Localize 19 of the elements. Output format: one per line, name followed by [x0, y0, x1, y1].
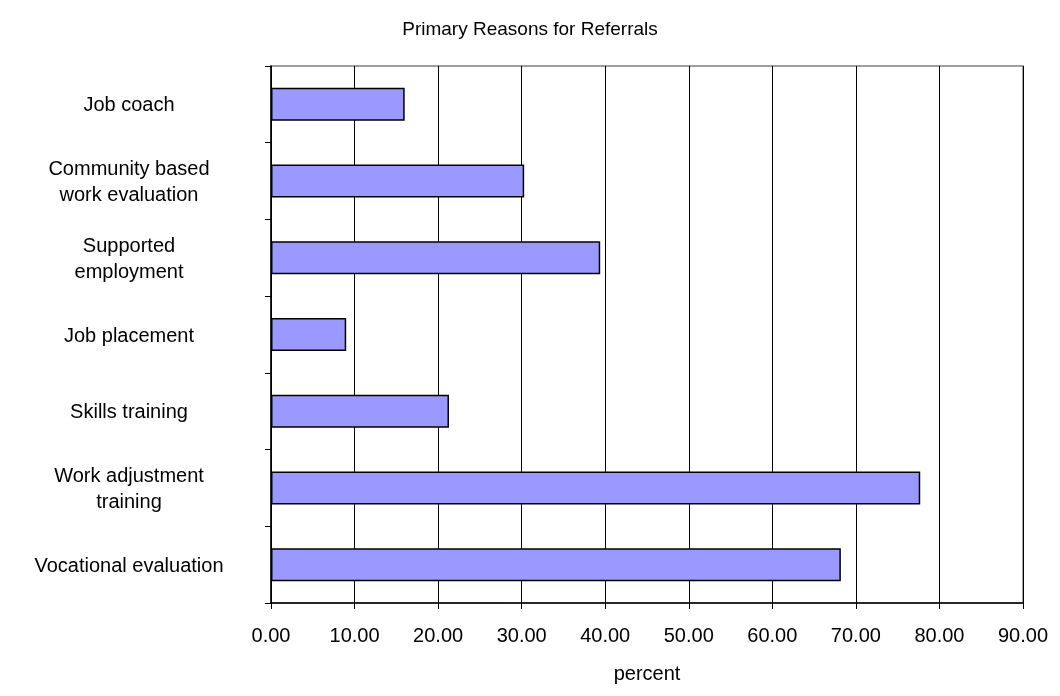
x-tick-label: 0.00 — [251, 624, 291, 646]
y-tick-label: Work adjustment training — [54, 463, 205, 512]
x-tick-label: 20.00 — [413, 624, 464, 646]
x-tick-label: 60.00 — [747, 624, 798, 646]
y-tick-label: Skills training — [70, 400, 188, 423]
x-axis-title: percent — [613, 662, 681, 684]
y-tick-label: Community based work evaluation — [48, 157, 210, 206]
x-tick-label: 90.00 — [997, 624, 1049, 646]
y-tick-label: Job coach — [83, 93, 175, 116]
x-tick-label: 50.00 — [663, 624, 714, 646]
y-tick-label: Vocational evaluation — [34, 553, 224, 576]
y-tick-label: Supported employment — [74, 233, 184, 282]
x-tick-label: 10.00 — [329, 624, 380, 646]
x-tick-label: 40.00 — [580, 624, 631, 646]
chart-title: Primary Reasons for Referrals — [402, 18, 658, 39]
y-tick-label: Job placement — [63, 323, 195, 346]
x-tick-label: 70.00 — [830, 624, 881, 646]
x-tick-label: 80.00 — [914, 624, 965, 646]
x-tick-label: 30.00 — [496, 624, 547, 646]
